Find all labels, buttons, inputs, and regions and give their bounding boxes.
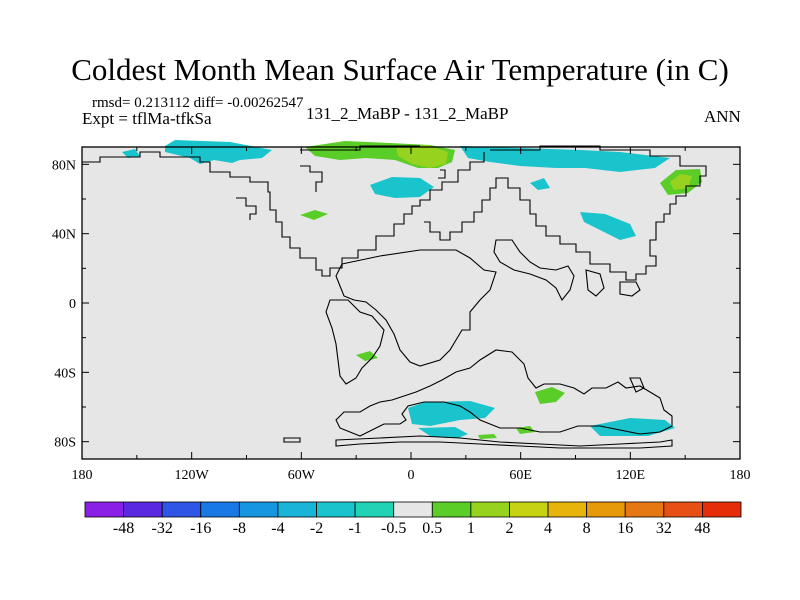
anomaly-south-america-south (356, 351, 378, 361)
x-tick-label: 120W (175, 468, 210, 483)
colorbar-swatch (470, 501, 510, 518)
anomaly-southern-ocean-atlantic (408, 401, 495, 426)
colorbar-swatch (84, 501, 124, 518)
stats-label: rmsd= 0.213112 diff= -0.00262547 (92, 95, 304, 111)
coast-africa (335, 249, 497, 367)
x-axis: 180 120W 60W 0 60E 120E 180 (72, 147, 751, 483)
coast-antarctica-fragment (283, 437, 301, 443)
coast-australia (335, 349, 673, 437)
colorbar-swatch (624, 501, 665, 518)
colorbar-label: -16 (190, 520, 211, 537)
colorbar-swatch (547, 501, 588, 518)
colorbar-swatch (431, 501, 472, 518)
coast-north-america-east (438, 169, 446, 179)
anomaly-arctic-atlantic-belt (460, 146, 670, 172)
colorbar-label: -1 (348, 520, 361, 537)
coast-arabia-india (493, 239, 575, 302)
coast-greenland (300, 145, 420, 151)
colorbar-label: -8 (233, 520, 246, 537)
colorbar-swatch (702, 501, 742, 518)
colorbar-label: -32 (152, 520, 173, 537)
colorbar-swatch (161, 501, 202, 518)
colorbar-label: -0.5 (381, 520, 406, 537)
anomaly-southern-ocean-atlantic-b (418, 427, 468, 438)
colorbar-swatch (354, 501, 395, 518)
anomaly-north-atlantic (370, 177, 434, 198)
colorbar-swatch (200, 501, 240, 518)
anomaly-north-pacific-b (530, 178, 550, 190)
colorbar-label: 2 (505, 520, 513, 537)
coast-antarctica (335, 435, 673, 449)
colorbar-label: 32 (656, 520, 672, 537)
anomaly-southern-ocean-pacific (590, 418, 675, 436)
anomaly-western-north-america (300, 210, 328, 220)
y-tick-label: 40S (54, 366, 76, 381)
anomaly-arctic-siberia-core (396, 145, 448, 168)
colorbar-swatch (238, 501, 279, 518)
anomaly-arctic-pacific-belt-b (122, 149, 140, 158)
y-tick-label: 40N (52, 228, 76, 243)
coast-indonesia (619, 281, 641, 297)
chart-title: Coldest Month Mean Surface Air Temperatu… (71, 52, 729, 87)
x-tick-label: 60W (288, 468, 316, 483)
coast-new-zealand (629, 377, 645, 393)
coastlines (82, 145, 707, 449)
x-tick-label: 60E (509, 468, 532, 483)
x-tick-label: 120E (616, 468, 646, 483)
colorbar-label: -4 (271, 520, 284, 537)
x-tick-label: 0 (408, 468, 415, 483)
x-tick-label: 180 (72, 468, 93, 483)
y-axis: 80N 40N 0 40S 80S (52, 158, 740, 451)
colorbar-label: -2 (310, 520, 323, 537)
colorbar-swatch (393, 501, 433, 518)
colorbar-swatch (316, 501, 356, 518)
colorbar-label: 48 (694, 520, 710, 537)
experiment-label: Expt = tflMa-tfkSa (82, 109, 212, 128)
coast-alaska-islands (236, 197, 257, 220)
colorbar-swatch (277, 501, 317, 518)
colorbar-label: 4 (544, 520, 552, 537)
colorbar-label: 8 (583, 520, 591, 537)
colorbar-label: 0.5 (422, 520, 442, 537)
y-tick-label: 80S (54, 436, 76, 451)
colorbar: -48 -32 -16 -8 -4 -2 -1 -0.5 0.5 1 2 4 8 16 32 48 (84, 501, 742, 537)
anomaly-layer (122, 140, 702, 439)
anomaly-antarctica-coast-east (535, 387, 565, 404)
coast-hudson (300, 165, 323, 192)
runs-label: 131_2_MaBP - 131_2_MaBP (306, 104, 509, 123)
period-label: ANN (704, 107, 741, 126)
colorbar-swatch (509, 501, 549, 518)
coast-north-america (82, 151, 485, 277)
coast-south-america (325, 299, 385, 385)
colorbar-swatch (663, 501, 703, 518)
x-tick-label: 180 (730, 468, 751, 483)
colorbar-label: -48 (113, 520, 134, 537)
anomaly-arctic-pacific-belt (165, 140, 272, 164)
coast-southeast-asia (585, 269, 605, 297)
y-tick-label: 80N (52, 158, 76, 173)
coast-eurasia (424, 145, 707, 281)
y-tick-label: 0 (69, 297, 76, 312)
anomaly-north-pacific (580, 212, 636, 240)
colorbar-label: 1 (467, 520, 475, 537)
colorbar-swatch (123, 501, 163, 518)
colorbar-swatch (586, 501, 626, 518)
anomaly-antarctica-coast-green-b (478, 434, 497, 439)
colorbar-label: 16 (617, 520, 633, 537)
